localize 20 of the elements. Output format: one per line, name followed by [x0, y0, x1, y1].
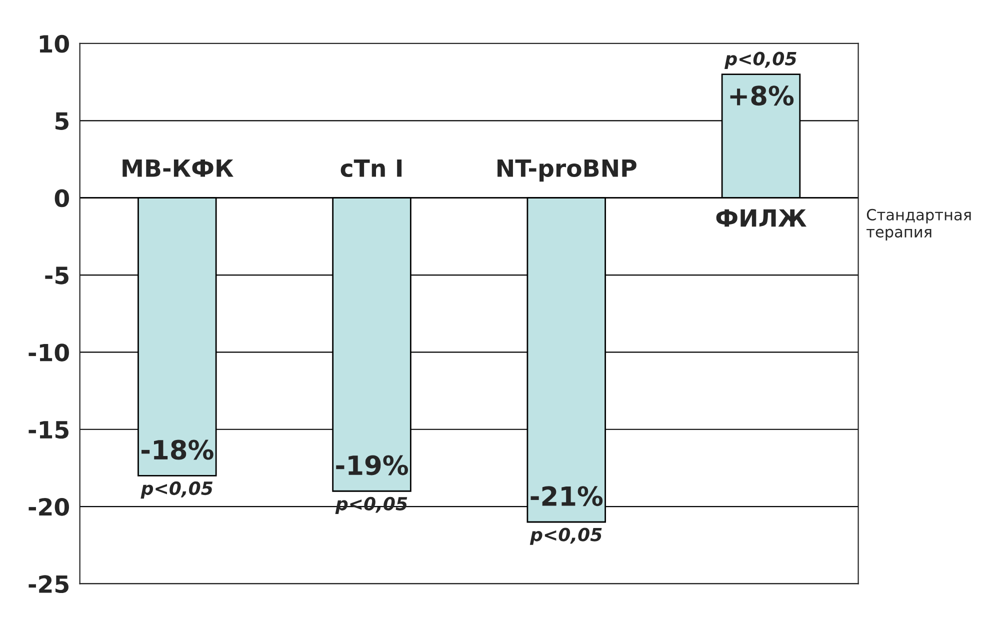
- annotation: p<0,05: [140, 481, 213, 499]
- x-tick-label: cTn I: [340, 160, 402, 178]
- x-tick-label: ФИЛЖ: [716, 209, 806, 227]
- data-label: -21%: [530, 486, 603, 506]
- data-label: -19%: [336, 455, 408, 476]
- y-tick-label: -5: [45, 266, 68, 284]
- y-tick-label: 5: [56, 112, 68, 130]
- x-tick-label: МВ-КФК: [122, 160, 234, 177]
- data-label: -18%: [142, 440, 214, 460]
- y-tick-label: -10: [28, 344, 69, 362]
- text: Стандартная терапия: [866, 208, 971, 241]
- annotation: p<0,05: [724, 52, 796, 69]
- y-tick-label: 0: [54, 189, 69, 208]
- x-tick-label: NT-proBNP: [498, 160, 636, 182]
- y-tick-label: -15: [28, 421, 68, 439]
- y-tick-label: -25: [28, 575, 68, 594]
- y-tick-label: -20: [28, 498, 69, 516]
- annotation: p<0,05: [530, 528, 602, 545]
- y-tick-label: 10: [40, 34, 69, 53]
- data-label: +8%: [730, 86, 794, 106]
